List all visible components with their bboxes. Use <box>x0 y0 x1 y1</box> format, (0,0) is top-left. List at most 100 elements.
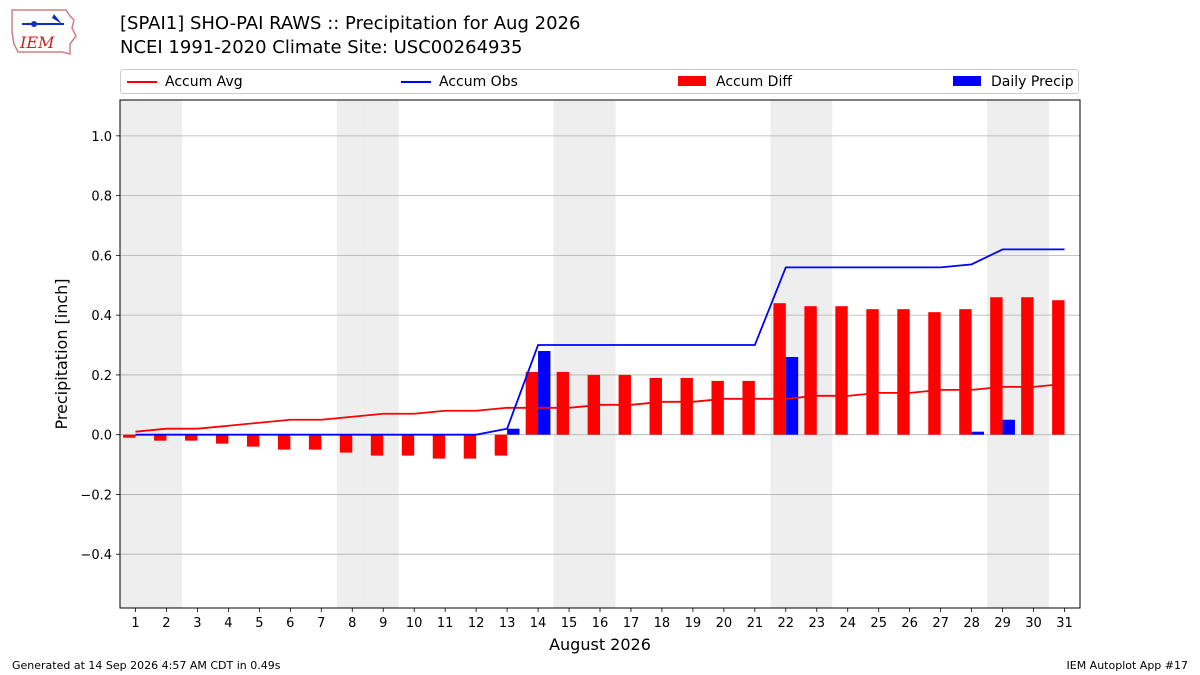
daily-precip-bar <box>1002 419 1015 435</box>
accum-diff-bar <box>711 380 724 435</box>
accum-diff-bar <box>866 309 879 435</box>
logo-text: IEM <box>19 33 55 52</box>
weekend-band-9 <box>367 100 399 608</box>
x-tick-label: 10 <box>406 616 423 631</box>
x-tick-label: 7 <box>317 616 325 631</box>
x-tick-label: 31 <box>1056 616 1073 631</box>
x-tick-label: 28 <box>963 616 980 631</box>
accum-diff-bar <box>742 380 755 435</box>
x-tick-label: 11 <box>437 616 454 631</box>
accum-diff-bar <box>804 306 817 435</box>
accum-diff-bar <box>928 312 941 435</box>
accum-diff-bar <box>835 306 848 435</box>
y-tick-label: 0.4 <box>91 309 112 324</box>
chart-title: [SPAI1] SHO-PAI RAWS :: Precipitation fo… <box>120 13 581 34</box>
x-tick-label: 21 <box>747 616 764 631</box>
y-tick-label: 0.0 <box>91 429 112 444</box>
x-tick-label: 15 <box>561 616 578 631</box>
legend-swatch-daily-precip <box>953 76 981 86</box>
lines <box>135 248 1065 436</box>
legend-label-accum-obs: Accum Obs <box>439 74 518 90</box>
accum-diff-bar <box>556 371 570 435</box>
accum-diff-bar <box>494 434 508 456</box>
daily-precip-bar <box>538 351 551 435</box>
x-tick-label: 19 <box>685 616 702 631</box>
accum-obs-line <box>135 248 1065 436</box>
x-tick-label: 1 <box>131 616 139 631</box>
x-tick-label: 9 <box>379 616 387 631</box>
logo-wind-barb <box>52 14 62 24</box>
x-tick-label: 26 <box>901 616 918 631</box>
weekend-band-2 <box>150 100 182 608</box>
x-tick-label: 22 <box>778 616 795 631</box>
legend-swatch-accum-diff <box>678 76 706 86</box>
x-tick-label: 16 <box>592 616 609 631</box>
x-tick-label: 2 <box>162 616 170 631</box>
legend-label-accum-diff: Accum Diff <box>716 74 793 90</box>
accum-diff-bar <box>990 297 1003 435</box>
y-axis-label: Precipitation [inch] <box>52 278 71 429</box>
legend-label-daily-precip: Daily Precip <box>991 74 1074 90</box>
accum-diff-bar <box>897 309 910 435</box>
x-tick-label: 5 <box>255 616 263 631</box>
x-tick-label: 3 <box>193 616 201 631</box>
accum-diff-bar <box>154 434 167 441</box>
logo-station-dot <box>31 21 37 27</box>
accum-diff-bar <box>1052 300 1065 435</box>
x-tick-label: 6 <box>286 616 294 631</box>
x-tick-label: 30 <box>1025 616 1042 631</box>
legend-label-accum-avg: Accum Avg <box>165 74 243 90</box>
footer-app: IEM Autoplot App #17 <box>1066 659 1189 672</box>
y-tick-label: 0.8 <box>91 190 112 205</box>
accum-diff-bar <box>959 309 972 435</box>
x-tick-label: 27 <box>932 616 949 631</box>
iem-logo: IEM <box>11 9 77 55</box>
accum-avg-line <box>135 382 1065 433</box>
x-tick-label: 17 <box>623 616 640 631</box>
accum-diff-bar <box>123 434 136 438</box>
accum-diff-bar <box>246 434 260 447</box>
y-tick-label: −0.2 <box>80 488 112 503</box>
x-tick-label: 24 <box>839 616 856 631</box>
accum-diff-bar <box>370 434 384 456</box>
x-tick-label: 12 <box>468 616 485 631</box>
x-tick-label: 8 <box>348 616 356 631</box>
legend-swatch-accum-obs <box>401 81 431 83</box>
x-axis-label: August 2026 <box>549 635 651 654</box>
legend: Accum Avg Accum Obs Accum Diff Daily Pre… <box>120 69 1079 94</box>
weekend-band-8 <box>336 100 368 608</box>
accum-diff-bar <box>401 434 415 456</box>
x-tick-label: 18 <box>654 616 671 631</box>
accum-diff-bar <box>277 434 291 450</box>
legend-swatch-accum-avg <box>127 81 157 83</box>
accum-diff-bar <box>773 303 786 435</box>
y-tick-label: −0.4 <box>80 548 112 563</box>
x-tick-label: 4 <box>224 616 232 631</box>
accum-diff-bar <box>216 434 229 444</box>
x-tick-label: 13 <box>499 616 516 631</box>
y-tick-label: 0.2 <box>91 369 112 384</box>
daily-precip-bar <box>785 356 799 435</box>
x-tick-label: 29 <box>994 616 1011 631</box>
accum-diff-bar <box>185 434 198 441</box>
accum-diff-bar <box>432 434 446 459</box>
accum-diff-bar <box>308 434 322 450</box>
x-tick-label: 25 <box>870 616 887 631</box>
x-tick-label: 20 <box>716 616 733 631</box>
accum-diff-bar <box>525 371 539 435</box>
accum-diff-bar <box>463 434 477 459</box>
accum-diff-bar <box>649 377 662 435</box>
weekend-band-15 <box>553 100 585 608</box>
weekend-band-1 <box>120 100 151 608</box>
y-tick-label: 1.0 <box>91 130 112 145</box>
footer-generated: Generated at 14 Sep 2026 4:57 AM CDT in … <box>12 659 281 672</box>
accum-diff-bar <box>1021 297 1034 435</box>
weekend-band-16 <box>584 100 616 608</box>
iowa-state-outline <box>11 9 77 55</box>
accum-diff-bar <box>680 377 693 435</box>
accum-diff-bar <box>339 434 353 453</box>
y-tick-label: 0.6 <box>91 249 112 264</box>
x-tick-label: 23 <box>809 616 826 631</box>
axes: −0.4−0.20.00.20.40.60.81.01 2 3 4 5 6 7 8 9 10 11 1… <box>80 99 1081 631</box>
